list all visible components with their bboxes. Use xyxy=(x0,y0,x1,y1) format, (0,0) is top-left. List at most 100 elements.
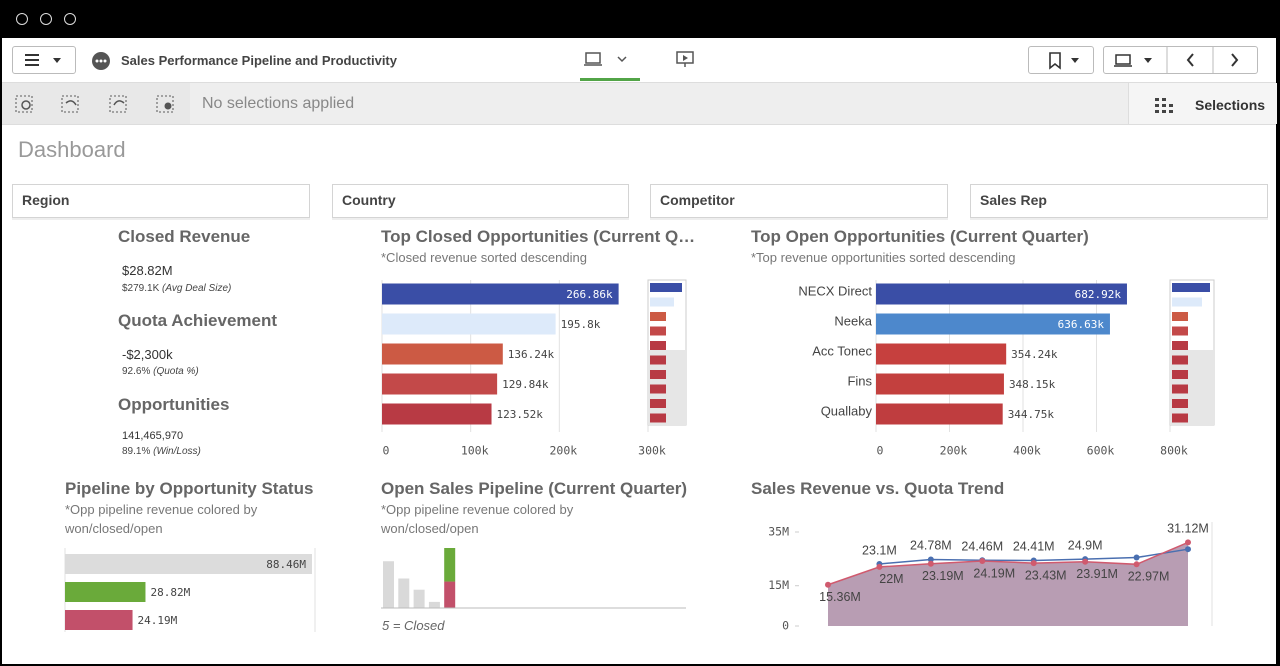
x-tick-label: 200k xyxy=(549,444,577,458)
kpi-label: Opportunities xyxy=(118,395,230,414)
value-label: 123.52k xyxy=(497,408,544,421)
point xyxy=(1185,546,1191,553)
bar xyxy=(382,343,503,365)
bookmark-button[interactable] xyxy=(1028,46,1094,74)
chart-subtitle: *Opp pipeline revenue colored by won/clo… xyxy=(381,502,574,536)
bar xyxy=(382,313,556,335)
bar xyxy=(876,373,1004,395)
kpi-detail: 89.1% (Win/Loss) xyxy=(122,446,201,457)
value-label: 344.75k xyxy=(1008,408,1055,421)
scroll-bar xyxy=(1172,283,1210,292)
kpi-label: Closed Revenue xyxy=(118,227,251,246)
value-label: 24.78M xyxy=(910,539,952,553)
kpi-value: $28.82M xyxy=(122,263,173,278)
scroll-bar xyxy=(1172,355,1188,365)
menu-button[interactable] xyxy=(12,46,76,74)
bar xyxy=(398,578,410,608)
category-label: Quallaby xyxy=(821,403,873,418)
x-tick-label: 0 xyxy=(877,444,884,458)
bookmark-icon xyxy=(1049,52,1079,70)
chart-title: Open Sales Pipeline (Current Quarter) xyxy=(381,479,688,498)
point xyxy=(825,581,831,588)
bar xyxy=(382,373,498,395)
chart-subtitle: *Closed revenue sorted descending xyxy=(381,250,587,265)
bar xyxy=(382,283,619,305)
x-tick-label: 800k xyxy=(1160,444,1188,458)
kpi-value: 141,465,970 xyxy=(122,430,184,442)
value-label: 88.46M xyxy=(266,558,306,571)
window-button[interactable] xyxy=(64,13,76,25)
chart-title: Pipeline by Opportunity Status xyxy=(65,479,314,498)
point xyxy=(927,560,934,567)
value-label: 129.84k xyxy=(502,378,549,391)
window-button[interactable] xyxy=(16,13,28,25)
value-label: 28.82M xyxy=(150,586,190,599)
kpi-label: Quota Achievement xyxy=(118,311,278,330)
value-label: 24.19M xyxy=(138,614,178,627)
value-label: 22M xyxy=(879,572,903,586)
selection-icons[interactable] xyxy=(2,83,190,124)
scroll-bar xyxy=(650,384,666,394)
bar xyxy=(444,548,456,582)
point xyxy=(1185,539,1191,546)
filter-pane[interactable]: Competitor xyxy=(650,184,948,218)
category-label: NECX Direct xyxy=(798,283,872,298)
selections-button[interactable]: Selections xyxy=(1128,83,1277,124)
kpi-detail-value: 92.6% xyxy=(122,366,151,377)
value-label: 136.24k xyxy=(508,348,555,361)
scroll-bar xyxy=(1172,312,1188,321)
y-tick-label: 35M xyxy=(768,525,789,539)
sheet-title: Dashboard xyxy=(18,137,126,162)
value-label: 24.19M xyxy=(973,566,1015,580)
scroll-bar xyxy=(1172,341,1188,350)
scroll-bar xyxy=(650,326,666,336)
present-button[interactable] xyxy=(675,50,697,70)
window-button[interactable] xyxy=(40,13,52,25)
nav-icons[interactable] xyxy=(1104,47,1257,73)
selections-icon xyxy=(1155,98,1173,113)
x-tick-label: 100k xyxy=(461,444,489,458)
scroll-bar xyxy=(650,355,666,365)
point xyxy=(1030,560,1037,567)
selection-tools xyxy=(2,83,190,124)
scroll-bar xyxy=(1172,413,1188,423)
filter-pane[interactable]: Country xyxy=(332,184,629,218)
menu-icon xyxy=(25,54,61,66)
category-label: Acc Tonec xyxy=(812,343,872,358)
x-tick-label: 400k xyxy=(1013,444,1041,458)
selection-bar xyxy=(2,83,1276,125)
category-label: Fins xyxy=(847,373,872,388)
kpi-detail: 92.6% (Quota %) xyxy=(122,366,199,377)
x-tick-label: 0 xyxy=(383,444,390,458)
chart-title: Top Closed Opportunities (Current Q… xyxy=(381,227,696,246)
value-label: 195.8k xyxy=(561,318,601,331)
filter-pane[interactable]: Region xyxy=(12,184,310,218)
point xyxy=(876,563,883,570)
value-label: 24.41M xyxy=(1013,540,1055,554)
filter-pane[interactable]: Sales Rep xyxy=(970,184,1268,218)
value-label: 348.15k xyxy=(1009,378,1056,391)
scroll-bar xyxy=(650,341,666,350)
chart-title: Sales Revenue vs. Quota Trend xyxy=(751,479,1005,498)
category-label: Neeka xyxy=(834,313,872,328)
chart-subtitle: *Top revenue opportunities sorted descen… xyxy=(751,250,1016,265)
bar xyxy=(65,554,312,574)
value-label: 24.46M xyxy=(961,540,1003,554)
selection-status: No selections applied xyxy=(202,95,355,112)
value-label: 354.24k xyxy=(1011,348,1058,361)
scroll-bar xyxy=(1172,370,1188,379)
bar xyxy=(383,561,394,608)
line xyxy=(827,541,1189,586)
area xyxy=(828,542,1188,626)
kpi-detail-value: 89.1% xyxy=(122,446,151,457)
value-label: 266.86k xyxy=(566,288,613,301)
app-icon xyxy=(92,52,110,70)
sheet-view-toggle[interactable] xyxy=(580,48,640,82)
x-tick-label: 200k xyxy=(940,444,968,458)
chart-subtitle: *Opp pipeline revenue colored by won/clo… xyxy=(65,502,258,536)
value-label: 24.9M xyxy=(1068,538,1103,552)
bar xyxy=(876,283,1127,305)
bar xyxy=(413,589,425,608)
value-label: 15.36M xyxy=(819,590,861,604)
